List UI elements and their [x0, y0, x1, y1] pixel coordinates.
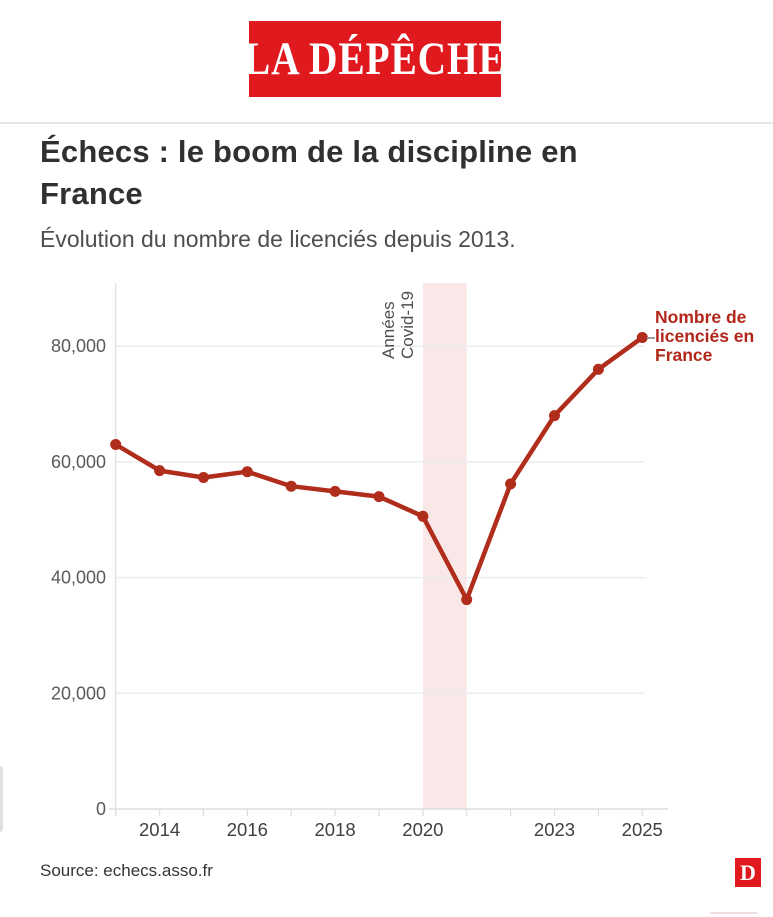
- brand-logo-text: LA DÉPÊCHE: [244, 33, 506, 85]
- covid-band-label-line1: Années: [379, 301, 398, 359]
- data-point-2015: [198, 472, 209, 483]
- series-label-leader-line: [647, 337, 655, 339]
- series-line: [113, 335, 645, 602]
- source-note: Source: echecs.asso.fr: [40, 861, 213, 880]
- data-point-2018: [329, 485, 341, 497]
- data-point-2014: [154, 465, 166, 477]
- y-axis-tick-label: 40,000: [51, 568, 106, 588]
- y-axis-tick-label: 0: [96, 799, 106, 819]
- covid-band: [422, 283, 467, 809]
- x-axis-tick-label: 2018: [315, 819, 356, 840]
- page-title: Échecs : le boom de la discipline en Fra…: [40, 134, 578, 211]
- data-point-2020: [417, 510, 429, 522]
- x-axis-tick-label: 2016: [227, 819, 268, 840]
- x-axis-tick-label: 2025: [622, 819, 663, 840]
- brand-logo: LA DÉPÊCHE: [244, 21, 505, 97]
- data-point-2021: [461, 594, 473, 606]
- x-axis-tick-label: 2020: [402, 819, 443, 840]
- y-axis-tick-label: 60,000: [51, 452, 106, 472]
- covid-band-label-line2: Covid-19: [398, 290, 417, 359]
- data-point-2022: [505, 478, 517, 490]
- scrollbar-edge-artifact: [0, 766, 3, 832]
- footer-underline: [710, 912, 757, 914]
- page-subtitle: Évolution du nombre de licenciés depuis …: [40, 226, 516, 252]
- y-axis-tick-label: 20,000: [51, 683, 106, 703]
- data-point-2016: [241, 466, 253, 478]
- series-label: Nombre de licenciés en France: [655, 307, 755, 365]
- data-point-2019: [373, 491, 385, 503]
- footer-brand-icon: D: [735, 858, 761, 887]
- data-point-2017: [285, 480, 297, 492]
- data-point-2024: [592, 363, 604, 375]
- covid-band-label: Années Covid-19: [379, 291, 417, 359]
- footer-brand-letter: D: [740, 859, 756, 885]
- data-point-2013: [110, 439, 122, 450]
- data-point-2025: [636, 332, 648, 343]
- x-axis-tick-label: 2023: [534, 819, 575, 840]
- header-divider: [0, 122, 773, 124]
- y-axis-tick-label: 80,000: [51, 336, 106, 356]
- data-point-2023: [549, 410, 560, 422]
- x-axis-tick-label: 2014: [139, 819, 180, 840]
